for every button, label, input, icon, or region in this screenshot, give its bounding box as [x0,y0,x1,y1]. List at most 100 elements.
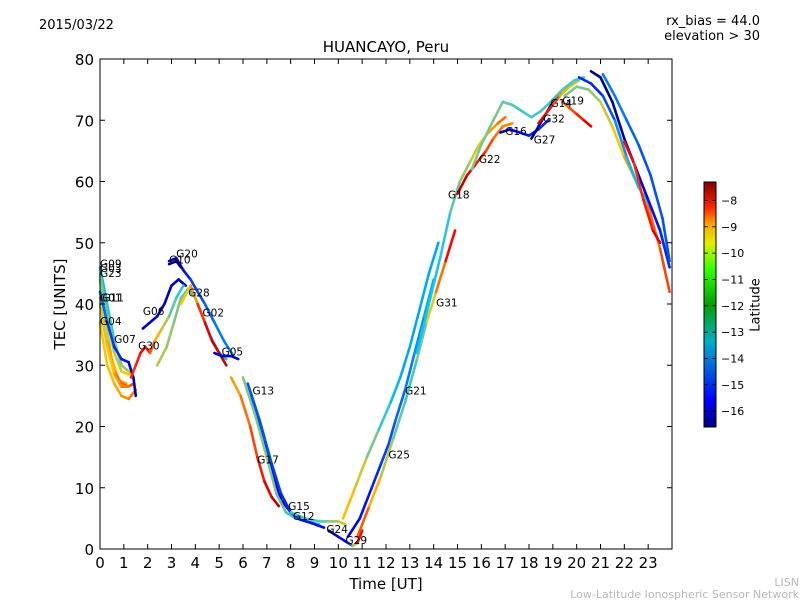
series-segment [387,419,397,447]
series-segment [377,400,393,431]
series-segment [210,339,221,355]
series-segment [303,517,321,523]
x-tick-label: 13 [400,554,419,572]
series-segment [394,388,407,422]
series-segment [456,174,469,196]
series-segment [468,143,481,165]
series-segment [113,382,123,398]
satellite-label: G25 [388,449,410,461]
satellite-label: G22 [479,154,501,166]
series-segment [175,259,183,269]
rx-bias-label: rx_bias = 44.0 [666,14,760,29]
series-segment [379,437,395,477]
series-segment [563,85,579,98]
series-G05 [213,351,240,361]
y-ticks: 0 10 20 30 40 50 60 70 80 [75,51,672,559]
series-segment [508,128,521,134]
series-segment [141,321,152,330]
series-segment [611,125,626,159]
x-tick-label: 6 [238,554,248,572]
x-tick-label: 14 [424,554,443,572]
series-segment [398,345,412,379]
series-segment [537,119,550,131]
colorbar-ticks: −8 −9 −10 −11 −12 −13 −14 −15 −16 [704,194,744,418]
series-segment [418,272,431,312]
y-tick-label: 50 [75,235,94,253]
x-tick-label: 1 [119,554,129,572]
series-segment [120,370,130,376]
series-segment [658,247,671,294]
x-tick-label: 5 [214,554,224,572]
series-segment [530,109,543,119]
x-tick-label: 7 [262,554,272,572]
series-segment [415,321,428,361]
x-tick-label: 23 [639,554,658,572]
series-segment [279,492,293,514]
series-segment [229,354,240,361]
series-G30 [129,284,185,379]
series-segment [439,210,452,257]
satellite-label: G31 [436,297,458,309]
series-G12 [246,382,326,529]
series-segment [379,443,390,465]
series-segment [253,412,269,459]
colorbar-tick-label: −16 [721,405,744,418]
series-segment [408,308,421,349]
series-segment [336,535,350,545]
series-segment [298,518,314,525]
series-segment [613,94,629,122]
colorbar-tick-label: −12 [721,300,744,313]
info-box: rx_bias = 44.0 elevation > 30 [664,14,760,44]
series-segment [491,125,505,140]
satellite-label: G32 [543,114,565,126]
series-segment [358,486,374,520]
series-segment [239,394,252,428]
series-segment [434,259,447,294]
series-segment [484,137,495,153]
series-segment [213,321,226,343]
satellite-label: G27 [534,135,556,147]
series-segment [487,122,500,134]
series-G24 [289,510,347,526]
series-segment [134,351,142,367]
series-segment [518,131,531,137]
satellite-label: G13 [253,386,275,398]
series-segment [575,112,586,122]
series-segment [129,363,138,379]
series-segment [632,161,645,202]
series-segment [275,492,288,514]
series-segment [391,400,407,441]
series-segment [367,474,383,508]
series-segment [544,103,555,116]
x-tick-label: 12 [376,554,395,572]
x-tick-label: 20 [567,554,586,572]
series-segment [642,198,655,232]
series-segment [491,100,505,122]
satellite-label: G04 [100,316,122,328]
series-segment [365,428,381,459]
series-segment [222,339,235,358]
x-tick-label: 3 [167,554,177,572]
y-tick-label: 40 [75,296,94,314]
series-segment [577,76,593,85]
x-tick-label: 11 [353,554,372,572]
series-segment [561,79,576,91]
series-segment [177,278,188,287]
y-tick-label: 60 [75,174,94,192]
satellite-label: G19 [562,95,584,107]
series-segment [646,198,662,232]
series-segment [105,302,116,343]
x-tick-label: 17 [496,554,515,572]
x-ticks: 0 1 2 3 4 5 6 7 8 9 10 11 12 13 14 15 16 17 18 19 20 21 22 23 [95,59,658,572]
x-tick-label: 0 [95,554,105,572]
x-tick-label: 19 [543,554,562,572]
series-segment [537,112,548,125]
series-segment [475,149,488,165]
series-segment [479,119,495,147]
series-segment [203,321,214,343]
series-segment [113,345,123,361]
series-segment [248,425,259,459]
series-segment [413,314,426,355]
colorbar-tick-label: −9 [721,221,737,234]
